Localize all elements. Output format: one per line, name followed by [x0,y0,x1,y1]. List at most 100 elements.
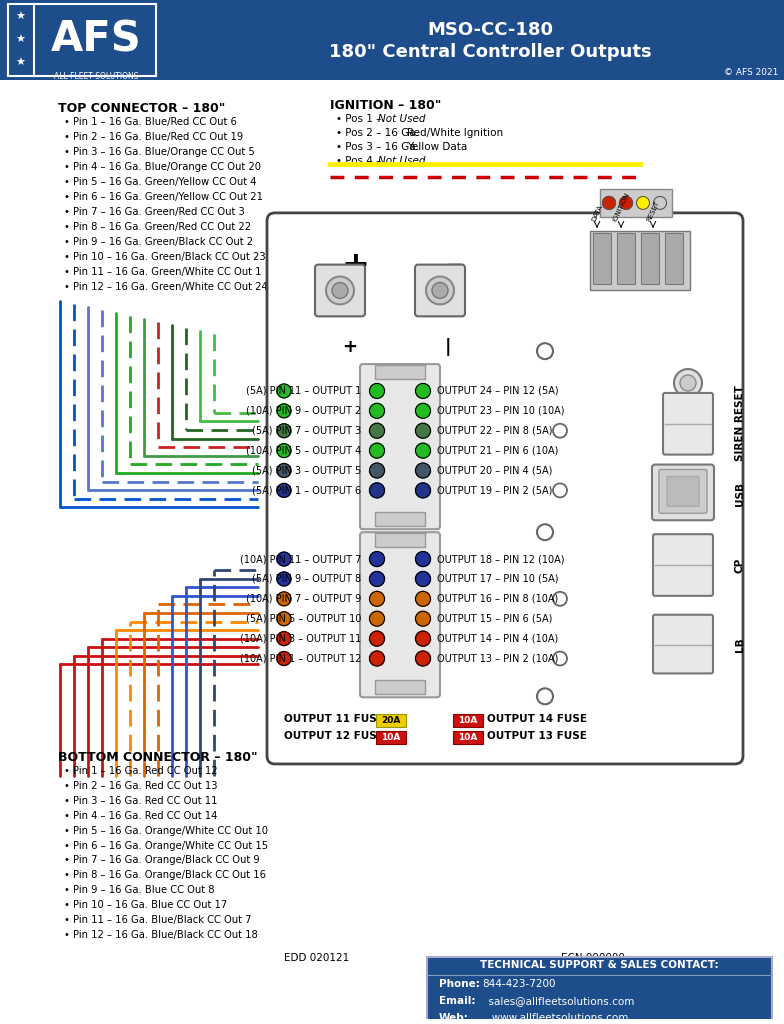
Text: • Pin 4 – 16 Ga. Red CC Out 14: • Pin 4 – 16 Ga. Red CC Out 14 [64,811,217,820]
Bar [375,680,425,694]
Circle shape [416,611,430,627]
FancyBboxPatch shape [415,264,465,316]
Text: 844-423-7200: 844-423-7200 [482,979,556,989]
Bar [590,230,690,291]
Circle shape [277,424,291,437]
Text: SIREN RESET: SIREN RESET [735,385,745,461]
Text: RESET: RESET [645,201,660,223]
Circle shape [277,592,291,606]
Text: DATA: DATA [590,204,604,223]
Bar [617,232,635,285]
Text: • Pin 2 – 16 Ga. Blue/Red CC Out 19: • Pin 2 – 16 Ga. Blue/Red CC Out 19 [64,132,243,142]
FancyBboxPatch shape [653,535,713,596]
Circle shape [654,197,666,209]
Text: • Pin 6 – 16 Ga. Green/Yellow CC Out 21: • Pin 6 – 16 Ga. Green/Yellow CC Out 21 [64,191,263,202]
Bar [376,714,406,727]
Circle shape [277,483,291,498]
Text: OUTPUT 22 – PIN 8 (5A): OUTPUT 22 – PIN 8 (5A) [437,426,553,436]
Text: • Pin 7 – 16 Ga. Green/Red CC Out 3: • Pin 7 – 16 Ga. Green/Red CC Out 3 [64,207,245,217]
Text: (10A) PIN 1 – OUTPUT 12: (10A) PIN 1 – OUTPUT 12 [240,653,361,664]
Text: IGNITION: IGNITION [612,191,630,223]
Circle shape [416,443,430,458]
Bar [453,714,483,727]
Text: Red/White Ignition: Red/White Ignition [408,128,503,138]
Text: Phone:: Phone: [439,979,480,989]
Text: • Pin 11 – 16 Ga. Blue/Black CC Out 7: • Pin 11 – 16 Ga. Blue/Black CC Out 7 [64,915,252,925]
Text: (5A) PIN 3 – OUTPUT 5: (5A) PIN 3 – OUTPUT 5 [252,466,361,475]
Text: ★: ★ [15,57,25,68]
Text: ★: ★ [15,12,25,22]
Text: 20A: 20A [381,716,401,725]
Text: OUTPUT 11 FUSE: OUTPUT 11 FUSE [284,714,384,724]
Text: MSO-CC-180: MSO-CC-180 [427,20,553,39]
Text: • Pos 4 –: • Pos 4 – [336,157,385,166]
Bar [600,189,672,217]
Bar [427,957,772,1024]
Text: TOP CONNECTOR – 180": TOP CONNECTOR – 180" [58,102,225,116]
Bar [375,366,425,379]
Circle shape [416,552,430,566]
Circle shape [680,375,696,391]
Text: • Pin 4 – 16 Ga. Blue/Orange CC Out 20: • Pin 4 – 16 Ga. Blue/Orange CC Out 20 [64,162,261,172]
Text: ★: ★ [15,35,25,45]
Text: • Pin 7 – 16 Ga. Orange/Black CC Out 9: • Pin 7 – 16 Ga. Orange/Black CC Out 9 [64,855,260,865]
Text: –: – [447,249,463,282]
Circle shape [369,403,384,418]
FancyBboxPatch shape [659,470,707,513]
Text: OUTPUT 21 – PIN 6 (10A): OUTPUT 21 – PIN 6 (10A) [437,445,558,456]
Text: • Pin 10 – 16 Ga. Blue CC Out 17: • Pin 10 – 16 Ga. Blue CC Out 17 [64,900,227,910]
Text: • Pin 8 – 16 Ga. Green/Red CC Out 22: • Pin 8 – 16 Ga. Green/Red CC Out 22 [64,222,251,231]
Text: (5A) PIN 9 – OUTPUT 8: (5A) PIN 9 – OUTPUT 8 [252,573,361,584]
Circle shape [277,403,291,418]
Circle shape [416,631,430,646]
Circle shape [619,197,633,209]
Circle shape [637,197,649,209]
Circle shape [416,483,430,498]
Text: • Pin 11 – 16 Ga. Green/White CC Out 1: • Pin 11 – 16 Ga. Green/White CC Out 1 [64,266,262,276]
Circle shape [369,611,384,627]
Circle shape [277,572,291,586]
Bar [665,232,683,285]
Text: • Pin 12 – 16 Ga. Blue/Black CC Out 18: • Pin 12 – 16 Ga. Blue/Black CC Out 18 [64,930,258,940]
Text: OUTPUT 19 – PIN 2 (5A): OUTPUT 19 – PIN 2 (5A) [437,485,553,496]
Circle shape [369,463,384,478]
Text: 10A: 10A [381,732,401,741]
Circle shape [369,423,384,438]
Circle shape [369,631,384,646]
Text: • Pin 9 – 16 Ga. Green/Black CC Out 2: • Pin 9 – 16 Ga. Green/Black CC Out 2 [64,237,253,247]
Text: • Pos 2 – 16 Ga.: • Pos 2 – 16 Ga. [336,128,423,138]
Bar [8,4,156,76]
FancyBboxPatch shape [653,614,713,674]
Text: • Pin 5 – 16 Ga. Green/Yellow CC Out 4: • Pin 5 – 16 Ga. Green/Yellow CC Out 4 [64,177,256,187]
Circle shape [416,571,430,587]
Text: OUTPUT 13 FUSE: OUTPUT 13 FUSE [487,731,587,741]
Circle shape [277,384,291,398]
Circle shape [332,283,348,298]
Circle shape [602,197,615,209]
Text: OUTPUT 18 – PIN 12 (10A): OUTPUT 18 – PIN 12 (10A) [437,554,564,564]
Circle shape [416,592,430,606]
Text: BOTTOM CONNECTOR – 180": BOTTOM CONNECTOR – 180" [58,751,258,764]
Circle shape [277,632,291,645]
Text: OUTPUT 17 – PIN 10 (5A): OUTPUT 17 – PIN 10 (5A) [437,573,558,584]
Circle shape [326,276,354,304]
Text: Web:: Web: [439,1013,469,1023]
Text: OUTPUT 24 – PIN 12 (5A): OUTPUT 24 – PIN 12 (5A) [437,386,559,396]
Text: © AFS 2021: © AFS 2021 [724,68,778,77]
Bar [376,731,406,744]
Circle shape [369,592,384,606]
Text: • Pin 2 – 16 Ga. Red CC Out 13: • Pin 2 – 16 Ga. Red CC Out 13 [64,781,217,791]
Circle shape [369,443,384,458]
Text: www.allfleetsolutions.com: www.allfleetsolutions.com [482,1013,628,1023]
Circle shape [416,383,430,398]
Circle shape [277,464,291,477]
Text: OUTPUT 13 – PIN 2 (10A): OUTPUT 13 – PIN 2 (10A) [437,653,558,664]
FancyBboxPatch shape [360,532,440,697]
Circle shape [277,611,291,626]
Bar [375,534,425,547]
Text: (5A) PIN 11 – OUTPUT 1: (5A) PIN 11 – OUTPUT 1 [245,386,361,396]
FancyBboxPatch shape [315,264,365,316]
Text: +: + [343,338,358,356]
Text: OUTPUT 16 – PIN 8 (10A): OUTPUT 16 – PIN 8 (10A) [437,594,558,604]
Text: sales@allfleetsolutions.com: sales@allfleetsolutions.com [482,995,634,1006]
